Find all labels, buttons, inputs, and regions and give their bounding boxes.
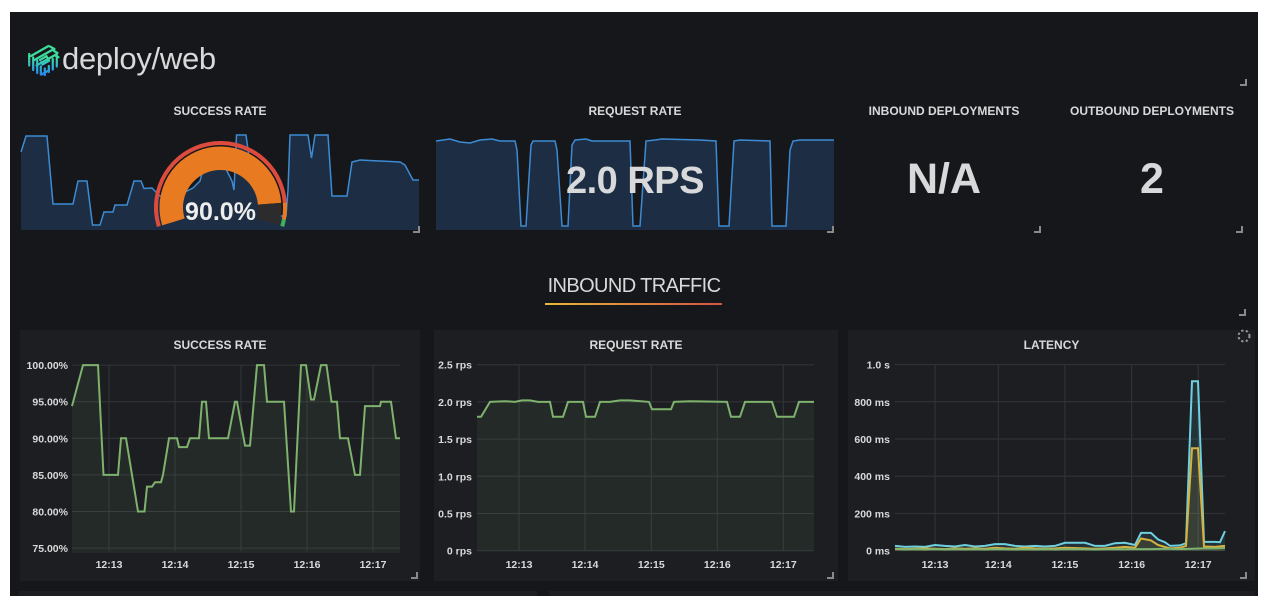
svg-text:12:15: 12:15 (1051, 559, 1078, 571)
svg-text:80.00%: 80.00% (32, 507, 68, 519)
svg-text:2.0 rps: 2.0 rps (438, 397, 472, 409)
svg-text:12:16: 12:16 (294, 559, 321, 571)
svg-text:200 ms: 200 ms (854, 508, 890, 520)
svg-text:0.5 rps: 0.5 rps (438, 509, 472, 521)
svg-text:12:17: 12:17 (770, 559, 797, 571)
svg-text:12:16: 12:16 (704, 559, 731, 571)
svg-text:12:15: 12:15 (638, 559, 665, 571)
svg-text:12:17: 12:17 (360, 559, 387, 571)
svg-text:12:14: 12:14 (985, 559, 1012, 571)
svg-text:12:17: 12:17 (1185, 559, 1212, 571)
svg-text:12:13: 12:13 (922, 559, 949, 571)
svg-text:95.00%: 95.00% (32, 397, 68, 409)
svg-text:12:13: 12:13 (96, 559, 123, 571)
svg-text:2.5 rps: 2.5 rps (438, 360, 472, 372)
svg-text:400 ms: 400 ms (854, 471, 890, 483)
svg-text:1.5 rps: 1.5 rps (438, 434, 472, 446)
svg-text:75.00%: 75.00% (32, 543, 68, 555)
svg-text:100.00%: 100.00% (27, 360, 69, 372)
svg-text:12:16: 12:16 (1118, 559, 1145, 571)
svg-text:85.00%: 85.00% (32, 470, 68, 482)
svg-text:600 ms: 600 ms (854, 434, 890, 446)
svg-text:90.00%: 90.00% (32, 433, 68, 445)
svg-text:1.0 s: 1.0 s (867, 360, 891, 372)
svg-text:12:14: 12:14 (162, 559, 189, 571)
svg-text:800 ms: 800 ms (854, 397, 890, 409)
svg-text:12:13: 12:13 (506, 559, 533, 571)
svg-text:12:14: 12:14 (572, 559, 599, 571)
svg-text:0 ms: 0 ms (866, 546, 890, 558)
svg-text:0 rps: 0 rps (447, 546, 472, 558)
svg-text:12:15: 12:15 (228, 559, 255, 571)
svg-text:1.0 rps: 1.0 rps (438, 471, 472, 483)
